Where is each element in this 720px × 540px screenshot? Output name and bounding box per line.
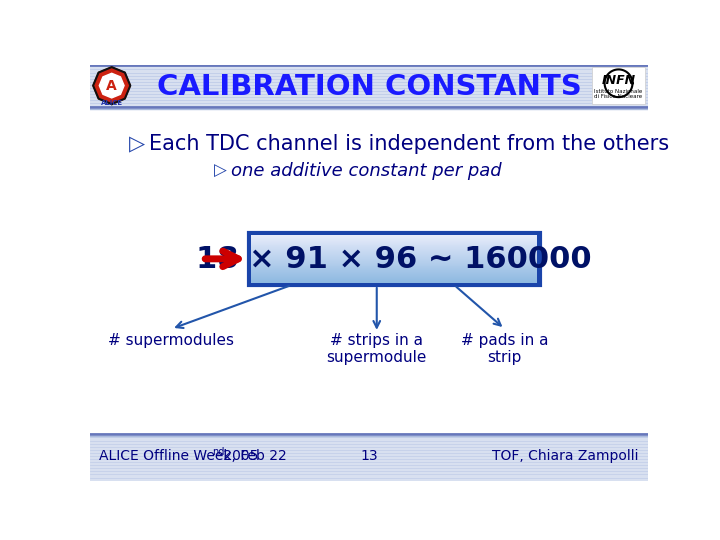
Bar — [251, 253, 537, 254]
Text: ALICE: ALICE — [101, 100, 123, 106]
Text: one additive constant per pad: one additive constant per pad — [231, 162, 502, 180]
Bar — [593, 67, 645, 104]
Bar — [251, 249, 537, 250]
Bar — [251, 265, 537, 266]
Text: 13: 13 — [360, 449, 378, 463]
Bar — [251, 244, 537, 245]
Bar — [251, 264, 537, 265]
Text: ▷: ▷ — [214, 162, 227, 180]
Text: Each TDC channel is independent from the others: Each TDC channel is independent from the… — [149, 134, 669, 154]
Bar — [251, 248, 537, 249]
Bar — [251, 251, 537, 252]
Bar — [251, 269, 537, 271]
Bar — [251, 274, 537, 275]
Bar — [251, 257, 537, 258]
Bar — [251, 255, 537, 256]
Bar — [251, 262, 537, 264]
Bar — [90, 436, 648, 481]
Text: ▷: ▷ — [128, 134, 145, 154]
Bar — [251, 240, 537, 241]
Bar — [251, 266, 537, 267]
Bar — [90, 109, 648, 436]
Text: nd: nd — [212, 447, 224, 457]
Polygon shape — [99, 73, 124, 98]
Bar — [251, 268, 537, 269]
Polygon shape — [93, 67, 130, 104]
Bar — [251, 278, 537, 279]
Bar — [251, 258, 537, 259]
Bar — [251, 250, 537, 251]
Bar — [251, 246, 537, 247]
Bar — [251, 275, 537, 276]
Bar — [251, 252, 537, 253]
Bar — [251, 256, 537, 257]
Bar — [251, 279, 537, 280]
Text: CALIBRATION CONSTANTS: CALIBRATION CONSTANTS — [157, 73, 581, 101]
Bar — [251, 245, 537, 246]
Bar — [251, 254, 537, 255]
Bar — [251, 237, 537, 238]
Text: ALICE Offline Week, Feb 22: ALICE Offline Week, Feb 22 — [99, 449, 287, 463]
Text: # supermodules: # supermodules — [109, 333, 235, 348]
Bar — [251, 247, 537, 248]
Bar — [251, 277, 537, 278]
Text: 2005: 2005 — [219, 449, 258, 463]
Text: A: A — [107, 79, 117, 92]
Bar — [251, 235, 537, 236]
Text: 18 × 91 × 96 ~ 160000: 18 × 91 × 96 ~ 160000 — [197, 245, 592, 274]
Bar — [251, 259, 537, 260]
Bar — [251, 271, 537, 272]
Text: # pads in a
strip: # pads in a strip — [461, 333, 549, 365]
Bar — [251, 272, 537, 273]
Bar — [251, 280, 537, 281]
Bar — [251, 282, 537, 283]
Text: Istituto Nazionale
di Fisica Nucleare: Istituto Nazionale di Fisica Nucleare — [595, 89, 643, 99]
Bar — [251, 241, 537, 242]
Text: TOF, Chiara Zampolli: TOF, Chiara Zampolli — [492, 449, 639, 463]
Bar — [251, 242, 537, 244]
Bar — [251, 236, 537, 237]
Bar — [249, 233, 539, 285]
Bar — [90, 65, 648, 107]
Bar — [251, 239, 537, 240]
Bar — [251, 273, 537, 274]
Bar — [251, 238, 537, 239]
Bar — [251, 276, 537, 277]
Text: # strips in a
supermodule: # strips in a supermodule — [327, 333, 427, 365]
Bar — [251, 281, 537, 282]
Bar — [251, 261, 537, 262]
Bar — [251, 260, 537, 261]
Text: INFN: INFN — [601, 73, 636, 87]
Bar — [251, 267, 537, 268]
